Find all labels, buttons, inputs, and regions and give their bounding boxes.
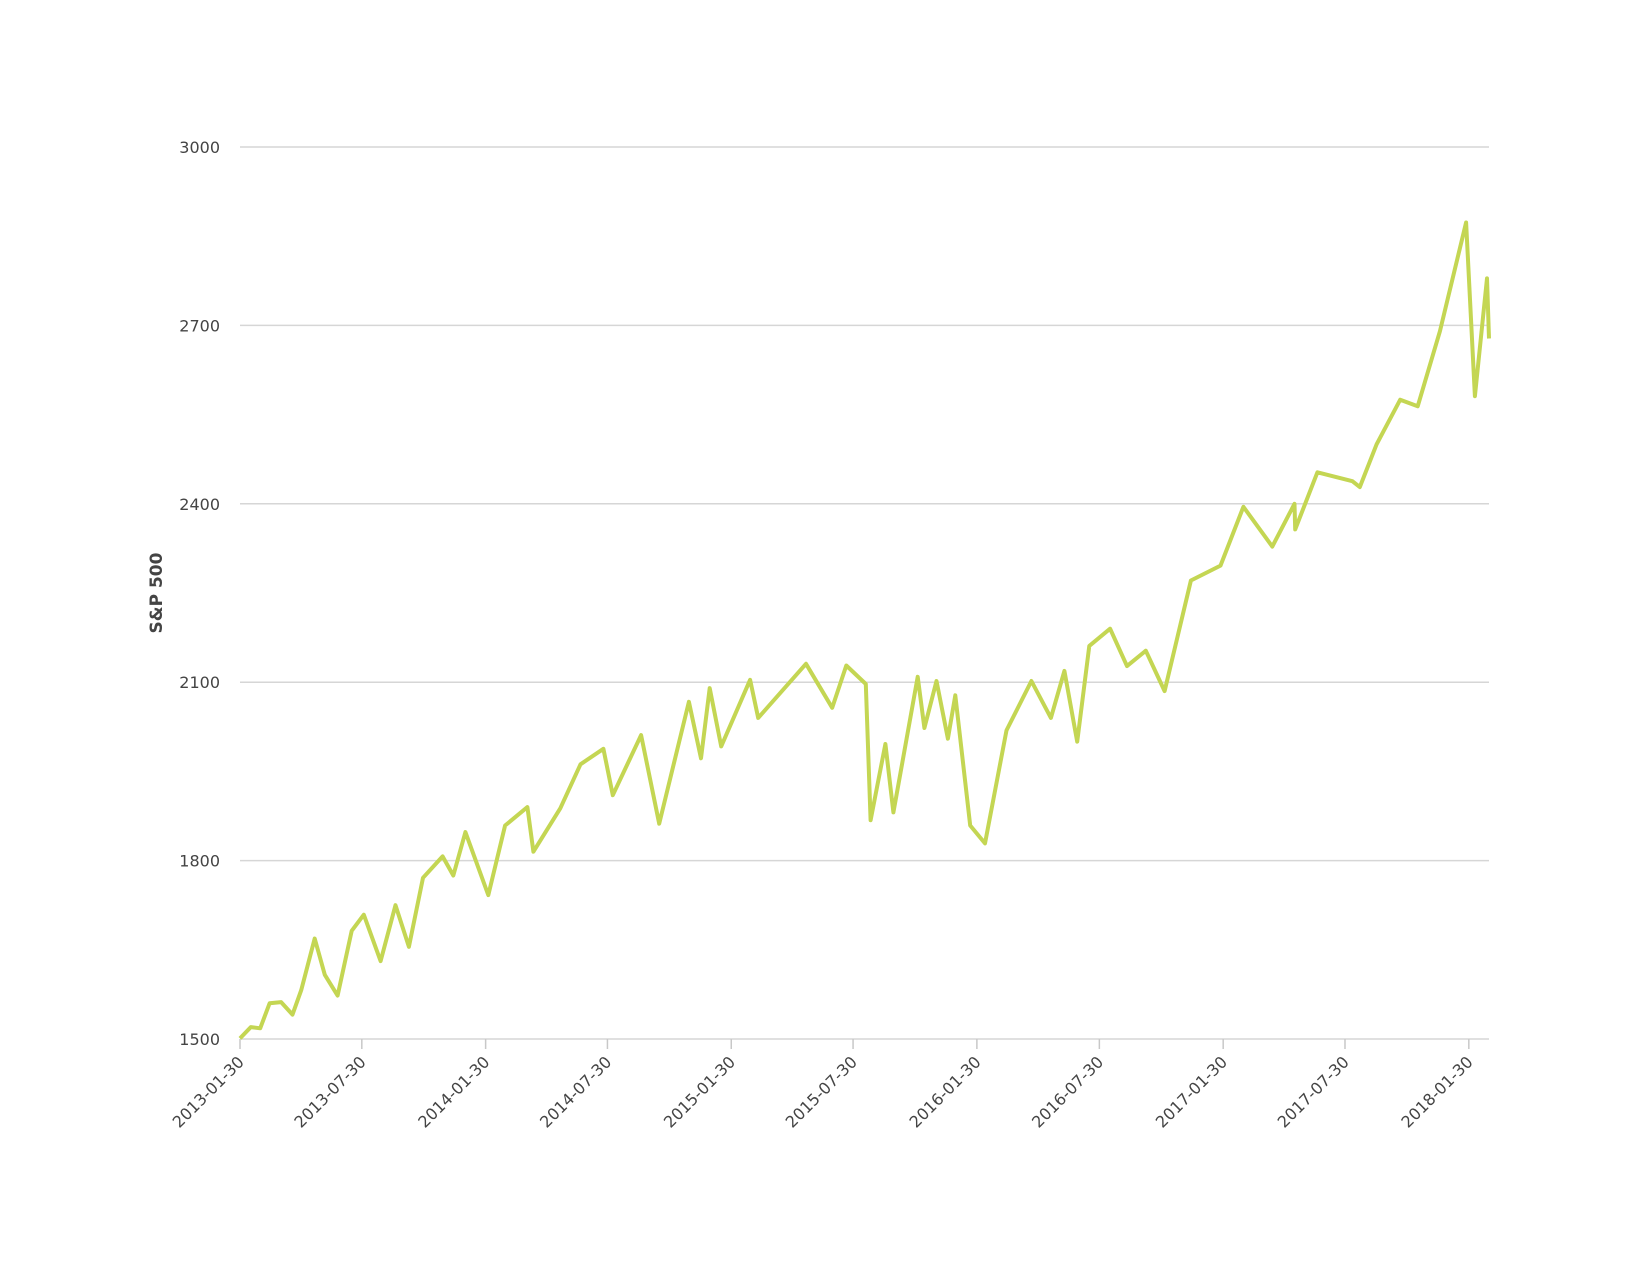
y-tick-label: 1500 [179,1030,220,1049]
x-tick-label: 2017-01-30 [1152,1052,1231,1131]
price-line [238,220,1491,1040]
x-tick-label: 2015-07-30 [782,1052,861,1131]
y-axis-label: S&P 500 [147,552,167,633]
x-tick-label: 2017-07-30 [1274,1052,1353,1131]
y-tick-label: 3000 [179,138,220,157]
y-tick-label: 1800 [179,852,220,871]
y-tick-label: 2100 [179,673,220,692]
x-tick-label: 2014-01-30 [414,1052,493,1131]
x-tick-label: 2013-01-30 [169,1052,248,1131]
x-tick-label: 2013-07-30 [290,1052,369,1131]
y-tick-label: 2700 [179,316,220,335]
x-tick-label: 2015-01-30 [660,1052,739,1131]
x-tick-label: 2016-01-30 [906,1052,985,1131]
y-tick-label: 2400 [179,495,220,514]
x-tick-label: 2018-01-30 [1397,1052,1476,1131]
x-tick-label: 2016-07-30 [1028,1052,1107,1131]
x-tick-label: 2014-07-30 [536,1052,615,1131]
